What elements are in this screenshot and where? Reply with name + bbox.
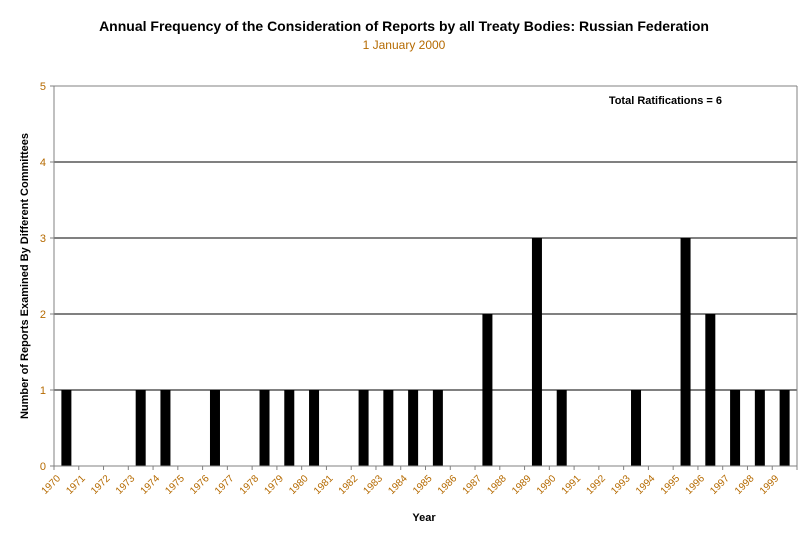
x-tick-label-1995: 1995 [659,473,683,497]
x-tick-label-1990: 1990 [535,473,559,497]
chart-subtitle: 1 January 2000 [362,38,446,52]
bar-1974 [160,390,171,466]
chart-title: Annual Frequency of the Consideration of… [99,18,709,34]
x-tick-label-1977: 1977 [213,473,237,497]
bar-1989 [531,238,542,466]
x-tick-label-1982: 1982 [337,473,361,497]
bar-1985 [432,390,443,466]
y-tick-label: 2 [40,309,46,321]
bar-1996 [705,314,716,466]
bar-1976 [209,390,220,466]
x-tick-label-1999: 1999 [758,473,782,497]
x-tick-label-1983: 1983 [362,473,386,497]
bar-1970 [61,390,72,466]
x-tick-label-1996: 1996 [683,473,707,497]
x-tick-label-1972: 1972 [89,473,113,497]
y-tick-labels: 0 1 2 3 4 5 [40,81,46,473]
x-tick-label-1985: 1985 [411,473,435,497]
x-tick-label-1978: 1978 [238,473,262,497]
bar-1999 [779,390,790,466]
x-tick-label-1987: 1987 [461,473,485,497]
x-tick-label-1973: 1973 [114,473,138,497]
axes [50,85,798,470]
x-tick-label-1976: 1976 [188,473,212,497]
bar-1995 [680,238,691,466]
x-tick-label-1979: 1979 [262,473,286,497]
x-tick-label-1986: 1986 [436,473,460,497]
total-ratifications-annotation: Total Ratifications = 6 [609,95,722,107]
bar-1982 [358,390,369,466]
bars [61,238,790,466]
x-tick-label-1970: 1970 [40,473,64,497]
bar-1987 [482,314,493,466]
bar-1979 [284,390,295,466]
x-tick-label-1993: 1993 [609,473,633,497]
bar-1997 [730,390,741,466]
x-tick-label-1988: 1988 [485,473,509,497]
y-tick-label: 4 [40,157,46,169]
bar-1978 [259,390,270,466]
x-tick-label-1971: 1971 [64,473,88,497]
x-axis-title: Year [412,512,436,524]
x-tick-label-1992: 1992 [584,473,608,497]
bar-1980 [309,390,320,466]
bar-1998 [754,390,765,466]
x-tick-label-1980: 1980 [287,473,311,497]
x-tick-label-1998: 1998 [733,473,757,497]
bar-1984 [408,390,419,466]
y-tick-label: 0 [40,461,46,473]
x-tick-label-1984: 1984 [386,473,410,497]
y-tick-label: 3 [40,233,46,245]
x-tick-labels: 1970 1971 1972 1973 1974 1975 1976 1977 1978 1979… [40,473,782,497]
x-tick-label-1997: 1997 [708,473,732,497]
x-tick-label-1975: 1975 [163,473,187,497]
x-tick-label-1994: 1994 [634,473,658,497]
bar-1983 [383,390,394,466]
x-tick-label-1989: 1989 [510,473,534,497]
x-tick-label-1991: 1991 [560,473,584,497]
bar-1973 [135,390,146,466]
y-tick-label: 5 [40,81,46,93]
y-tick-label: 1 [40,385,46,397]
x-tick-label-1974: 1974 [139,473,163,497]
bar-1990 [556,390,567,466]
y-axis-title: Number of Reports Examined By Different … [19,133,31,419]
bar-1993 [631,390,642,466]
x-tick-label-1981: 1981 [312,473,336,497]
